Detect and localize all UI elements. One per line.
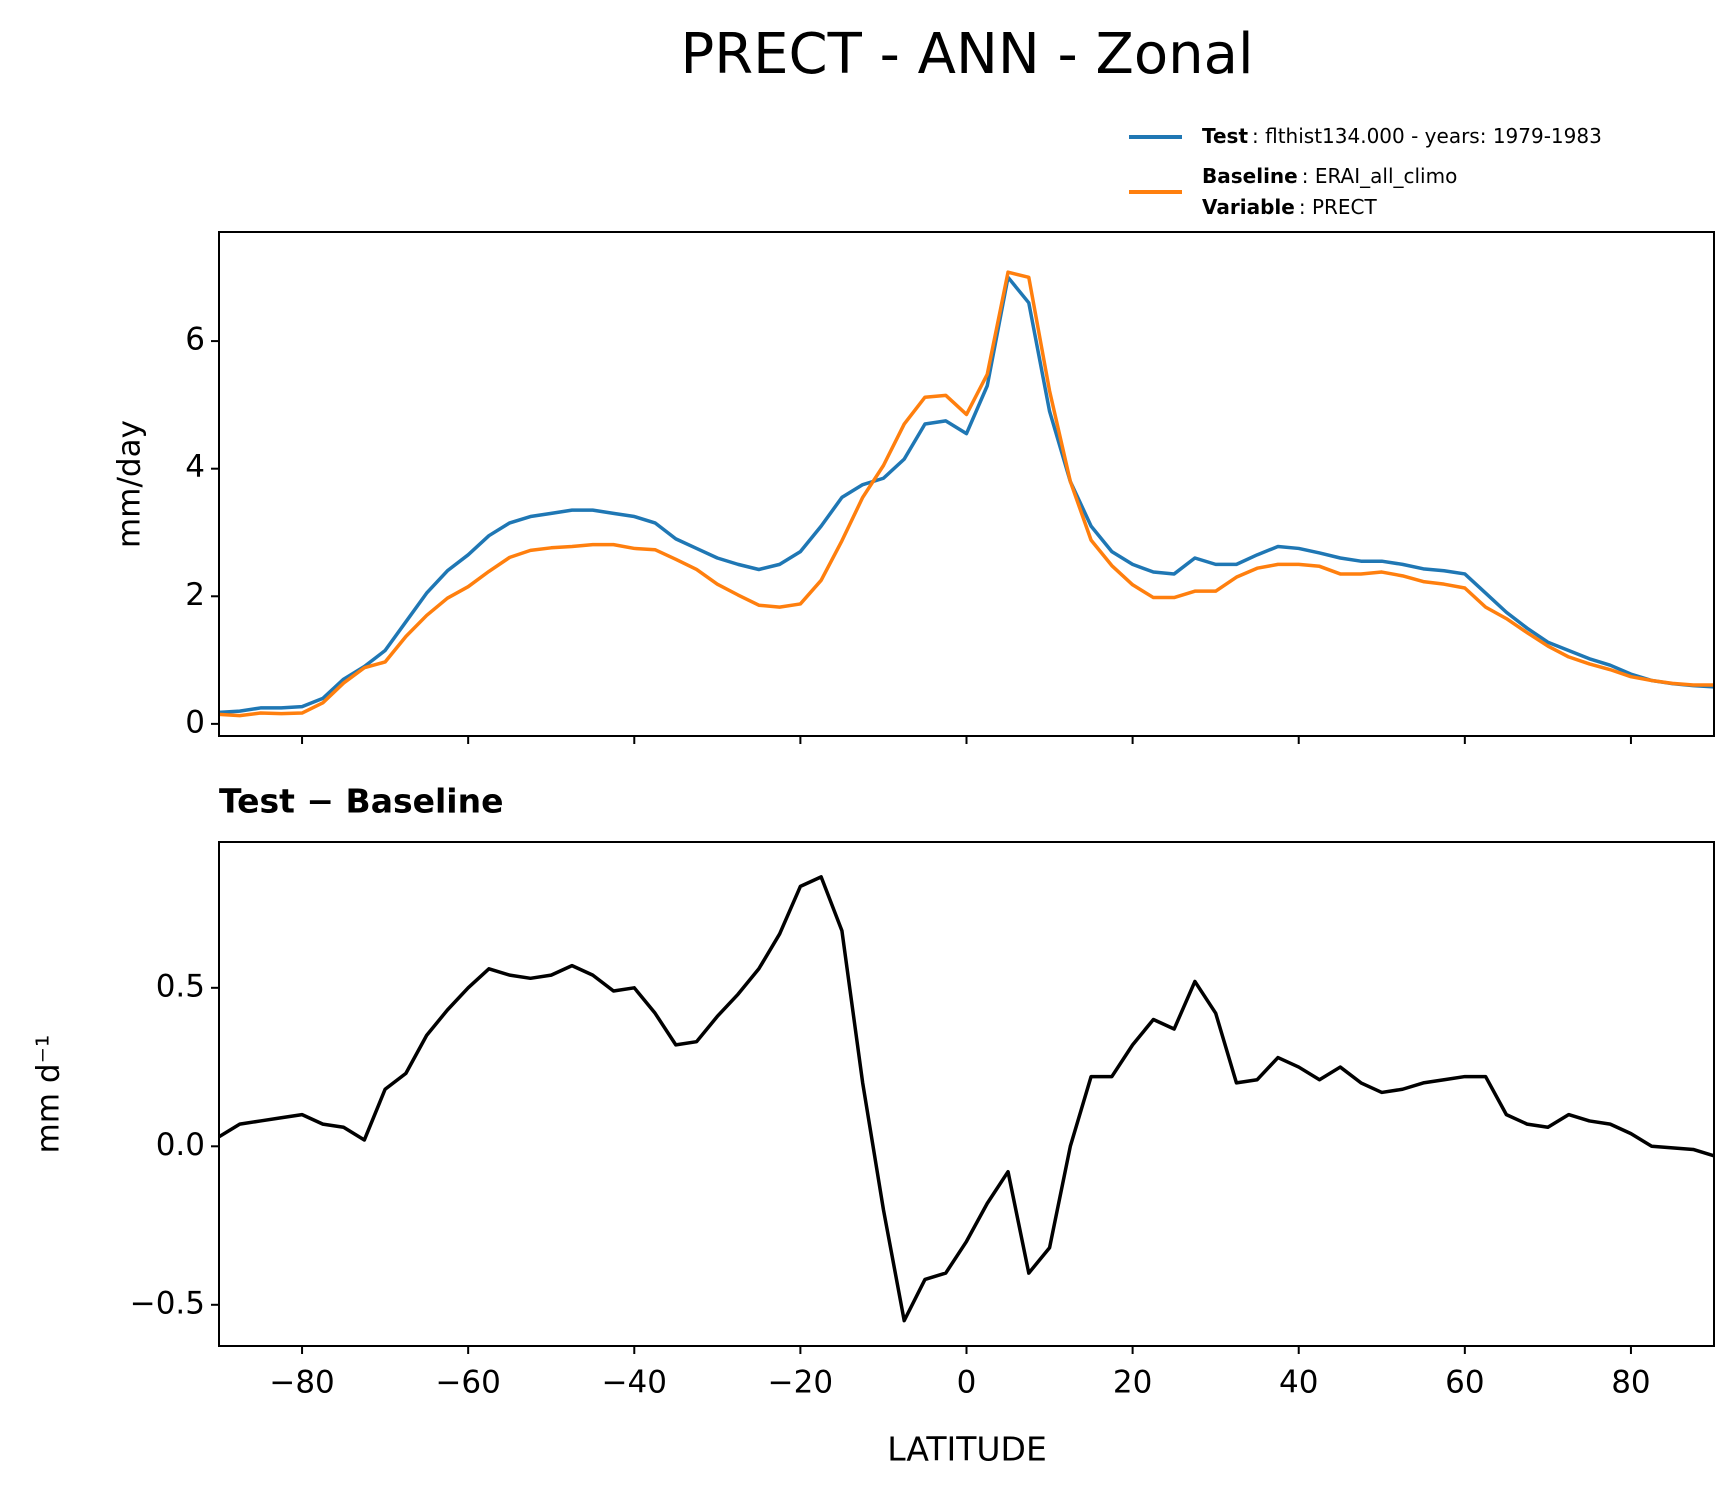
legend-detail: : ERAI_all_climo: [1302, 164, 1458, 188]
figure-title: PRECT - ANN - Zonal: [680, 22, 1253, 87]
y-tick-label: 2: [185, 577, 205, 613]
axes-frame: [218, 841, 1715, 1347]
x-tick-label: −60: [435, 1365, 500, 1401]
legend: Test: flthist134.000 - years: 1979-1983 …: [1129, 124, 1602, 219]
x-tick-label: −80: [269, 1365, 334, 1401]
y-tick-label: −0.5: [130, 1285, 205, 1321]
data-line: [219, 875, 1714, 1323]
y-tick-label: 0.5: [156, 968, 205, 1004]
x-tick-label: 0: [957, 1365, 977, 1401]
legend-label: Test: [1202, 124, 1248, 148]
x-tick-label: −40: [602, 1365, 667, 1401]
y-tick-label: 0: [185, 704, 205, 740]
data-line: [219, 270, 1714, 718]
y-axis-label: mm/day: [112, 420, 148, 548]
axes-frame: [218, 231, 1715, 737]
x-tick-label: 40: [1279, 1365, 1318, 1401]
legend-label: Variable: [1202, 195, 1295, 219]
data-line: [219, 275, 1714, 715]
y-axis-label: mm d⁻¹: [31, 1035, 67, 1154]
legend-entry: Variable: PRECT: [1202, 195, 1377, 219]
legend-detail: : PRECT: [1299, 195, 1378, 219]
x-tick-label: 20: [1113, 1365, 1152, 1401]
chart-title: Test − Baseline: [219, 782, 504, 821]
y-tick-label: 0.0: [156, 1127, 205, 1163]
legend-detail: : flthist134.000 - years: 1979-1983: [1252, 124, 1602, 148]
x-axis-label: LATITUDE: [887, 1430, 1047, 1469]
y-tick-label: 6: [185, 322, 205, 358]
x-tick-label: −20: [768, 1365, 833, 1401]
x-tick-label: 60: [1445, 1365, 1484, 1401]
legend-entry: Baseline: ERAI_all_climo: [1202, 164, 1457, 188]
y-tick-label: 4: [185, 449, 205, 485]
x-tick-label: 80: [1611, 1365, 1650, 1401]
legend-label: Baseline: [1202, 164, 1298, 188]
legend-entry: Test: flthist134.000 - years: 1979-1983: [1202, 124, 1602, 148]
